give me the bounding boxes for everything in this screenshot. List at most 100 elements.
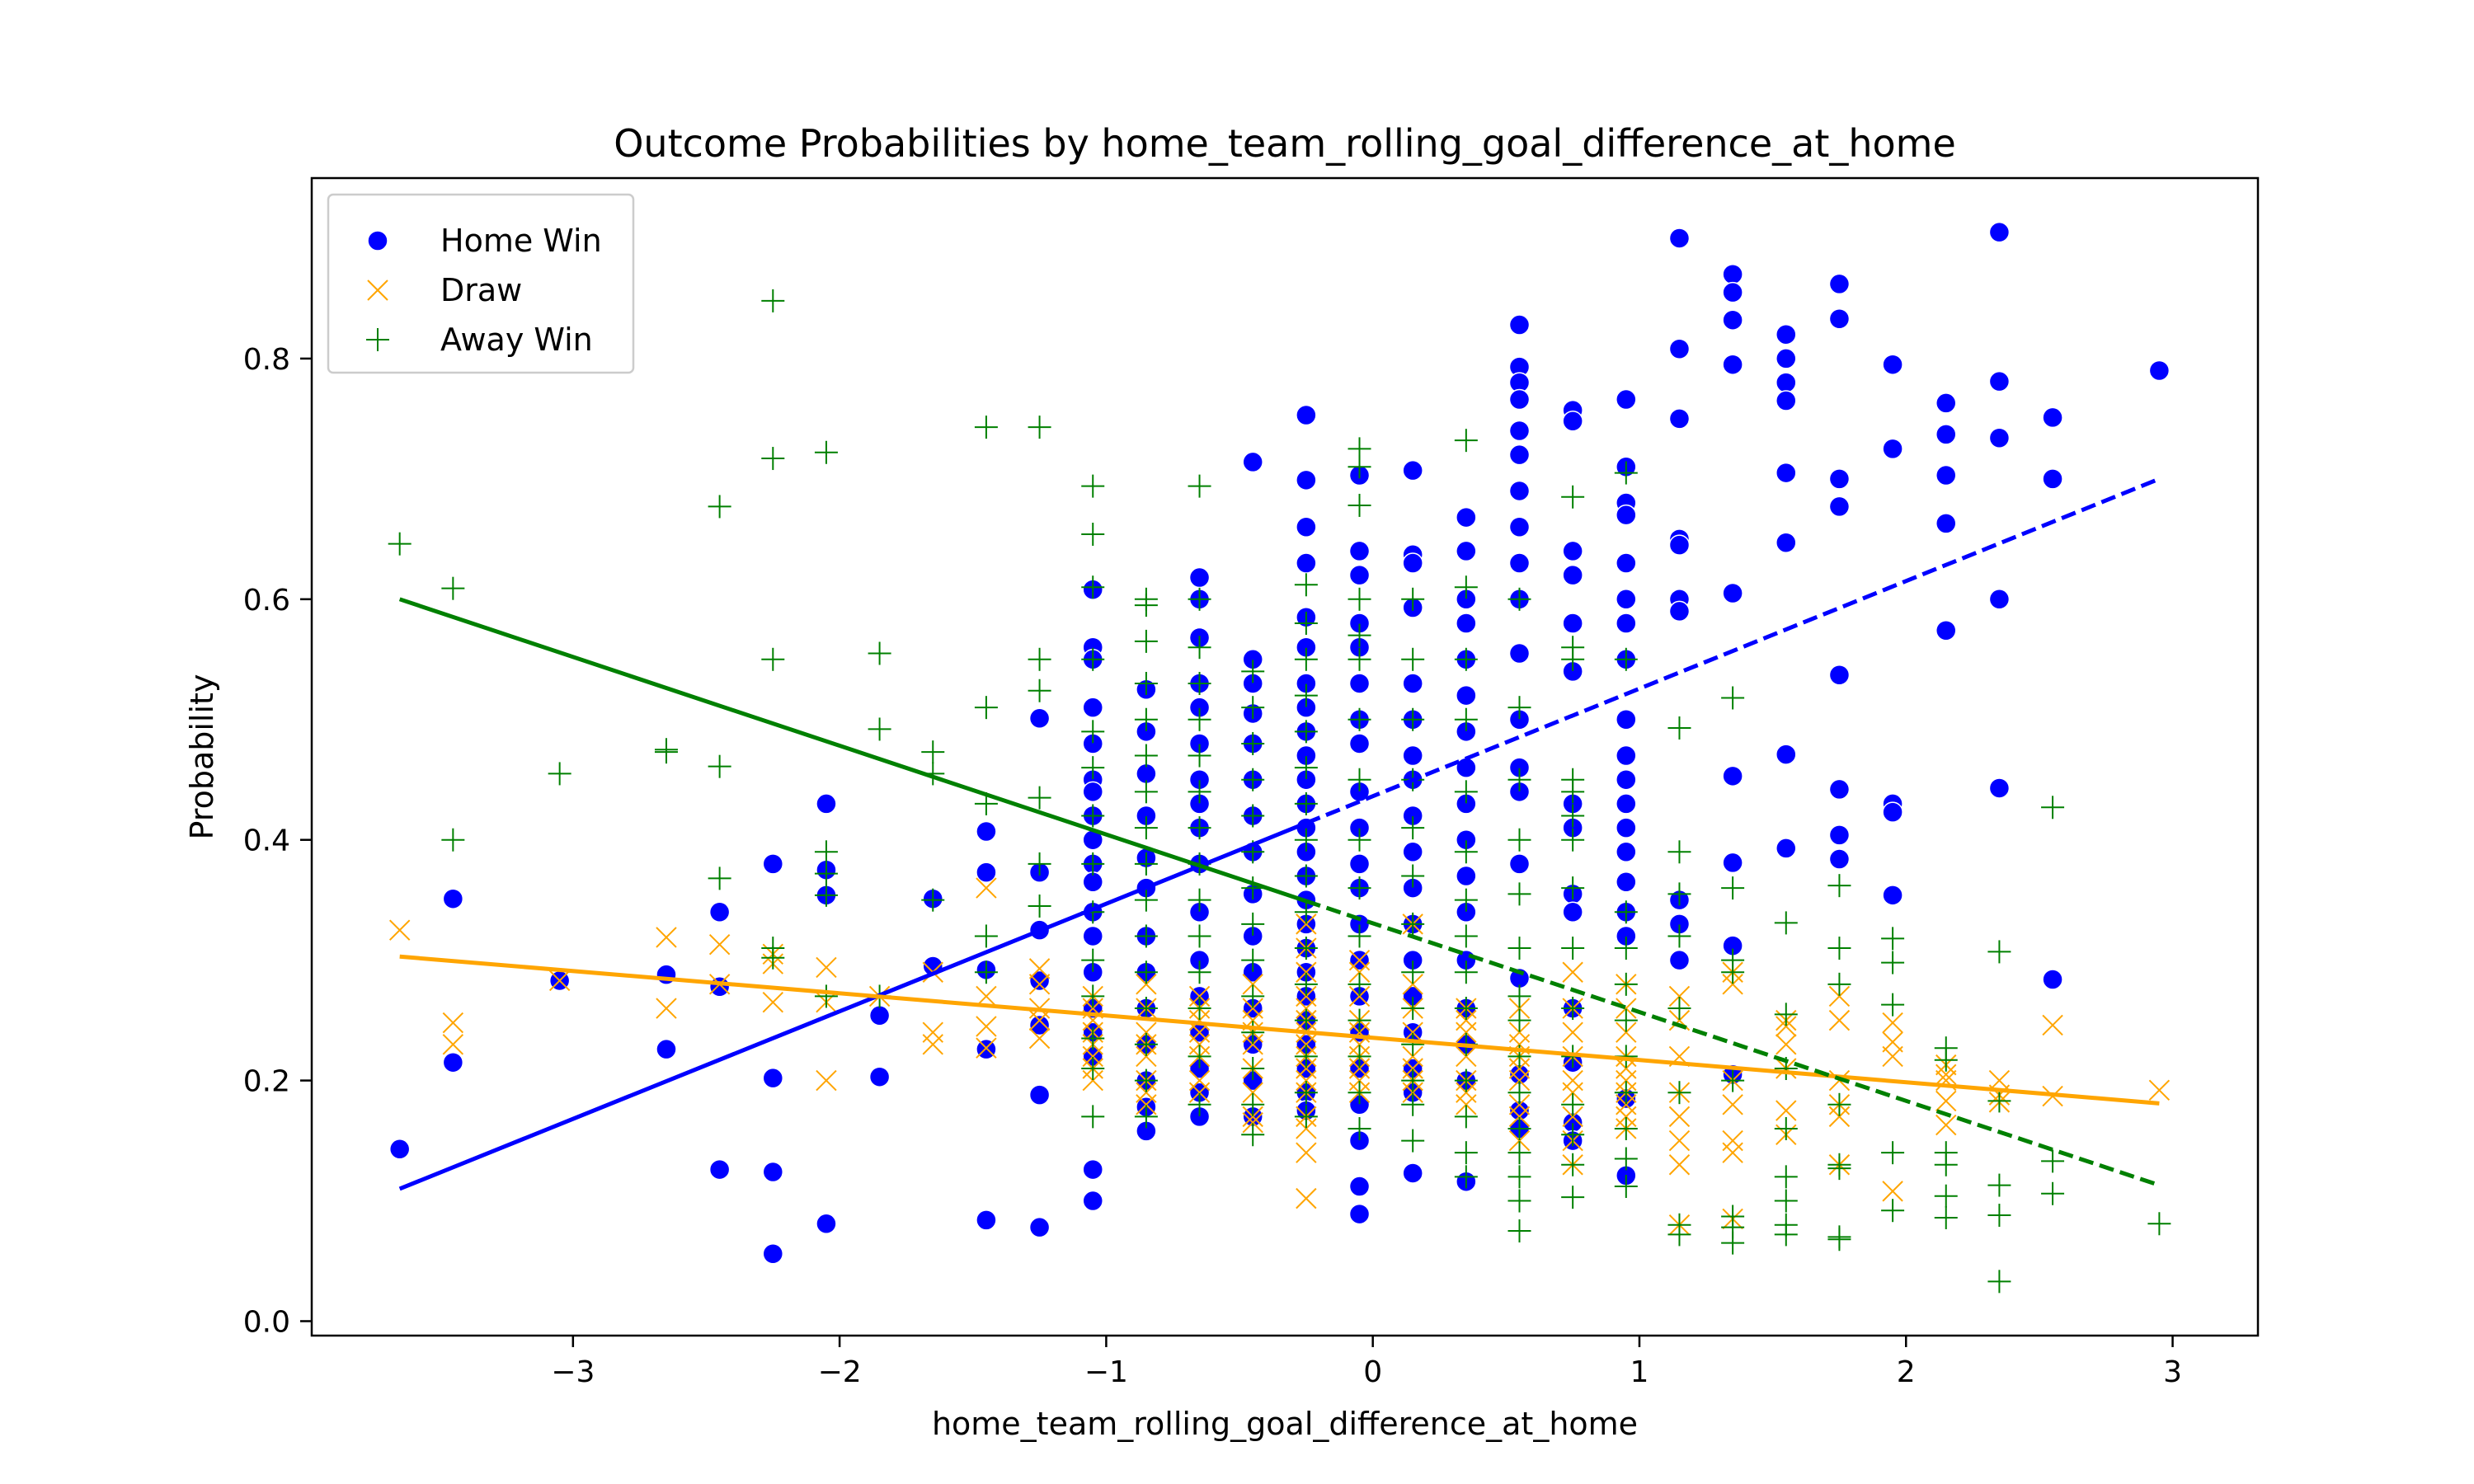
data-point: [1081, 523, 1105, 546]
data-point: [1188, 636, 1211, 660]
trendline-draw: [399, 954, 2160, 1106]
data-point: [1454, 429, 1478, 453]
data-point: [2148, 1079, 2171, 1101]
data-point: [1028, 1027, 1051, 1050]
data-point: [1241, 768, 1265, 791]
data-point: [1294, 647, 1318, 671]
data-point: [1935, 1090, 1957, 1112]
data-point: [1401, 864, 1425, 888]
data-point: [868, 641, 891, 665]
data-point: [1188, 474, 1211, 498]
y-tick-label: 0.6: [243, 584, 290, 618]
data-point: [1614, 1147, 1638, 1171]
data-point: [1241, 660, 1265, 683]
data-point: [1242, 1106, 1263, 1128]
data-point: [1614, 647, 1638, 671]
data-point: [1614, 972, 1638, 996]
data-point: [976, 877, 997, 899]
data-point: [1935, 424, 1957, 445]
data-point: [1028, 647, 1051, 671]
data-point: [1616, 613, 1637, 634]
data-point: [816, 956, 837, 979]
data-point: [1722, 852, 1743, 874]
data-point: [442, 1051, 464, 1073]
data-point: [1828, 1106, 1851, 1128]
data-point: [1776, 348, 1797, 369]
data-point: [548, 762, 571, 786]
data-point: [1882, 801, 1903, 823]
data-point: [1296, 961, 1317, 983]
data-point: [1828, 778, 1851, 801]
data-point: [1882, 1031, 1903, 1053]
data-point: [816, 1213, 837, 1235]
data-point: [1456, 540, 1477, 562]
data-point: [1188, 671, 1211, 695]
data-point: [974, 960, 998, 984]
x-tick-label: 1: [1630, 1355, 1649, 1389]
data-point: [1134, 1068, 1158, 1092]
data-point: [1614, 1116, 1638, 1140]
data-point: [922, 1034, 943, 1055]
data-point: [1988, 589, 2011, 610]
data-point: [1456, 1045, 1477, 1068]
data-point: [1294, 573, 1318, 597]
data-point: [1456, 865, 1477, 887]
x-tick-label: −1: [1084, 1355, 1128, 1389]
trendline-layer: [398, 477, 2161, 1191]
data-point: [1668, 408, 1691, 430]
data-point: [1987, 1270, 2011, 1294]
data-point: [1294, 1105, 1318, 1129]
data-point: [1348, 768, 1371, 791]
data-point: [1401, 1032, 1425, 1056]
data-point: [1776, 390, 1797, 411]
x-tick-label: −3: [551, 1355, 595, 1389]
data-point: [1401, 816, 1425, 840]
y-axis-label: Probability: [184, 674, 220, 840]
data-point: [1828, 1009, 1851, 1031]
data-point: [1507, 1141, 1531, 1165]
data-point: [1134, 888, 1158, 912]
legend-entry: Draw: [367, 272, 522, 308]
data-point: [1348, 1203, 1371, 1225]
data-point: [1188, 1082, 1211, 1103]
data-point: [1454, 1165, 1478, 1189]
data-point: [1348, 853, 1371, 875]
data-point: [1721, 1068, 1745, 1092]
data-point: [1348, 972, 1371, 996]
data-point: [1774, 1223, 1798, 1247]
data-point: [1616, 793, 1637, 815]
data-point: [1508, 642, 1531, 665]
data-point: [1616, 552, 1637, 574]
data-point: [1616, 589, 1637, 610]
data-point: [1616, 817, 1637, 838]
data-point: [2042, 406, 2063, 429]
data-point: [1081, 1057, 1105, 1080]
data-point: [1081, 1105, 1105, 1129]
data-point: [814, 840, 838, 864]
data-point: [388, 532, 412, 556]
data-point: [1828, 308, 1851, 330]
data-point: [1348, 924, 1371, 948]
data-point: [762, 992, 783, 1013]
data-point: [1667, 716, 1691, 740]
data-point: [1348, 540, 1371, 562]
data-point: [1348, 828, 1371, 852]
data-point: [1082, 925, 1103, 947]
data-point: [1241, 696, 1265, 720]
legend-label: Draw: [440, 272, 522, 308]
data-point: [1241, 1123, 1265, 1147]
data-point: [1402, 673, 1423, 694]
data-point: [1668, 1106, 1691, 1128]
data-point: [1402, 744, 1423, 767]
data-point: [1881, 1199, 1905, 1223]
x-tick-label: −2: [818, 1355, 862, 1389]
data-point: [974, 416, 998, 439]
data-point: [1454, 840, 1478, 864]
data-point: [976, 1209, 997, 1231]
data-point: [1987, 1204, 2011, 1228]
data-point: [1667, 1223, 1691, 1247]
data-point: [1454, 1105, 1478, 1129]
data-point: [1294, 1045, 1318, 1068]
data-point: [1348, 564, 1371, 586]
data-point: [1348, 876, 1371, 900]
